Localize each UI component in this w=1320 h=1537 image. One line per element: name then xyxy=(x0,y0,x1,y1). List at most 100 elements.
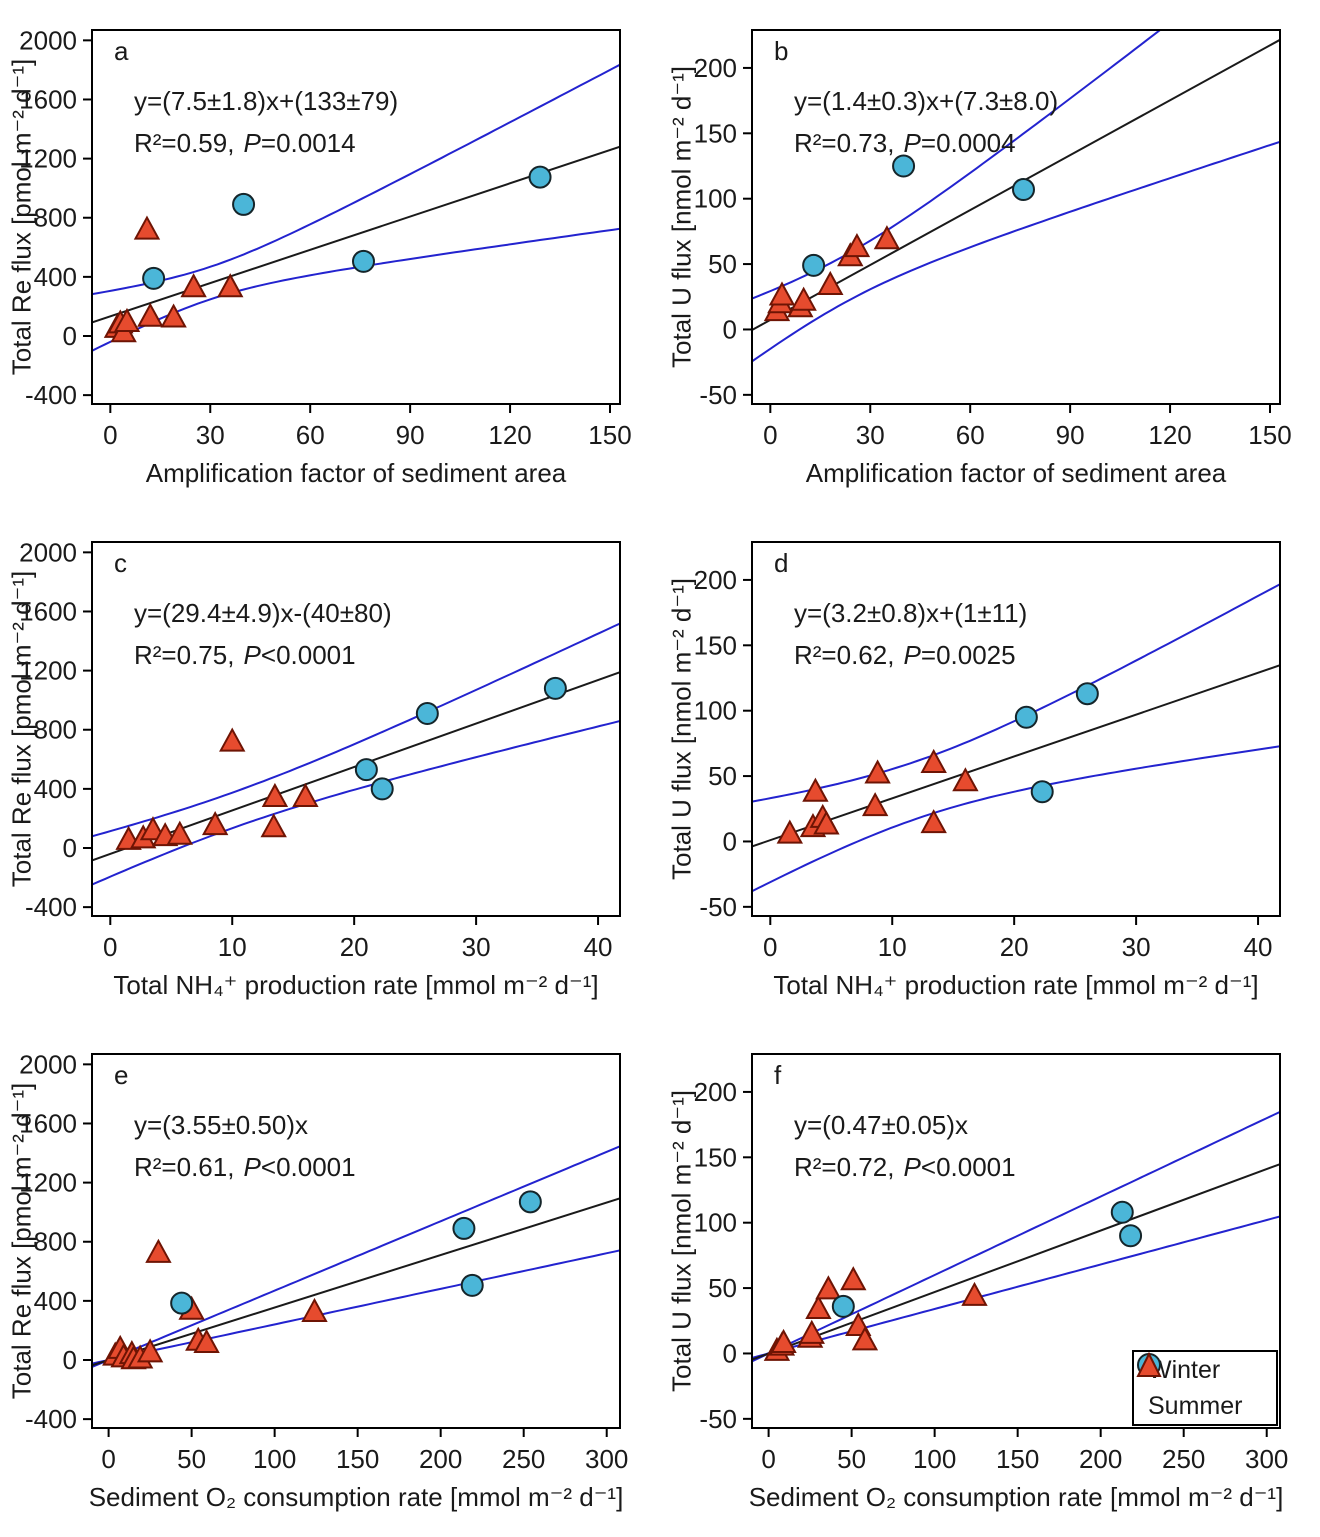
winter-point xyxy=(460,1273,484,1297)
x-tick-label: 0 xyxy=(763,932,777,962)
y-tick-label: 400 xyxy=(34,1286,77,1316)
regression-stats: R²=0.72, P<0.0001 xyxy=(794,1152,1016,1182)
panel-f: 0 50 100 150 200 250 300 -50 0 50 100 150 200 f y=(0… xyxy=(660,1024,1320,1536)
x-tick-label: 300 xyxy=(1245,1444,1288,1474)
y-tick-label: 100 xyxy=(694,696,737,726)
winter-point xyxy=(1075,682,1099,706)
winter-point xyxy=(1119,1224,1143,1248)
x-tick-label: 200 xyxy=(419,1444,462,1474)
winter-point xyxy=(170,1291,194,1315)
y-tick-label: 800 xyxy=(34,1227,77,1257)
plot-border xyxy=(751,29,1281,405)
x-tick-label: 120 xyxy=(1148,420,1191,450)
x-tick-label: 30 xyxy=(462,932,491,962)
confidence-band-lower xyxy=(752,1215,1280,1363)
panel-b: 0 30 60 90 120 150 -50 0 50 100 150 200 b y=(1.4±0.… xyxy=(660,0,1320,512)
y-tick-label: 800 xyxy=(34,203,77,233)
regression-annotation: y=(0.47±0.05)x R²=0.72, P<0.0001 xyxy=(794,1104,1016,1188)
x-tick-label: 10 xyxy=(218,932,247,962)
y-tick-label: 1600 xyxy=(19,84,77,114)
y-tick-label: 0 xyxy=(723,314,737,344)
panel-letter: a xyxy=(114,36,129,66)
x-axis-label: Total NH₄⁺ production rate [mmol m⁻² d⁻¹… xyxy=(773,970,1259,1000)
winter-point xyxy=(1014,705,1038,729)
regression-annotation: y=(3.2±0.8)x+(1±11) R²=0.62, P=0.0025 xyxy=(794,592,1027,676)
summer-point xyxy=(301,1297,328,1322)
x-tick-label: 250 xyxy=(502,1444,545,1474)
summer-point xyxy=(920,809,947,834)
summer-point xyxy=(180,273,207,298)
regression-stats: R²=0.73, P=0.0004 xyxy=(794,128,1016,158)
panel-f-plot: 0 50 100 150 200 250 300 -50 0 50 100 150 200 xyxy=(694,1053,1288,1474)
y-tick-label: -400 xyxy=(25,1404,77,1434)
x-tick-label: 150 xyxy=(1248,420,1291,450)
y-axis-label: Total Re flux [pmol m⁻² d⁻¹] xyxy=(6,1082,37,1400)
summer-point xyxy=(260,813,287,838)
y-tick-label: 50 xyxy=(708,1273,737,1303)
x-tick-label: 90 xyxy=(1056,420,1085,450)
panel-c: 0 10 20 30 40 -400 0 400 800 1200 1600 2000 c y=(29… xyxy=(0,512,660,1024)
y-tick-label: 0 xyxy=(63,321,77,351)
summer-point xyxy=(817,270,844,295)
regression-stats: R²=0.59, P=0.0014 xyxy=(134,128,356,158)
summer-point xyxy=(137,302,164,327)
regression-line xyxy=(92,1197,620,1367)
x-tick-label: 0 xyxy=(103,932,117,962)
summer-point xyxy=(292,782,319,807)
panel-d: 0 10 20 30 40 -50 0 50 100 150 200 d y=(3.2±0.8)x+… xyxy=(660,512,1320,1024)
legend-item-summer: Summer xyxy=(1134,1352,1276,1424)
x-tick-label: 150 xyxy=(588,420,631,450)
summer-point xyxy=(802,777,829,802)
y-tick-label: 150 xyxy=(694,630,737,660)
summer-point xyxy=(201,811,229,836)
regression-equation: y=(3.2±0.8)x+(1±11) xyxy=(794,598,1028,628)
panel-e-plot: 0 50 100 150 200 250 300 -400 0 400 800 1200 1600 200… xyxy=(19,1049,628,1474)
summer-point xyxy=(861,792,889,817)
winter-point xyxy=(452,1216,476,1240)
summer-point xyxy=(193,1328,220,1353)
panel-e: 0 50 100 150 200 250 300 -400 0 400 800 1200 1600 200… xyxy=(0,1024,660,1536)
y-tick-label: 150 xyxy=(694,118,737,148)
confidence-band-upper xyxy=(92,63,620,296)
summer-point xyxy=(770,1328,797,1353)
summer-point xyxy=(961,1281,988,1306)
panel-c-plot: 0 10 20 30 40 -400 0 400 800 1200 1600 2000 xyxy=(19,537,621,962)
plot-border xyxy=(751,1053,1281,1429)
summer-point xyxy=(840,1266,867,1291)
x-tick-label: 300 xyxy=(585,1444,628,1474)
y-tick-label: 100 xyxy=(694,184,737,214)
summer-point xyxy=(873,225,901,250)
winter-point xyxy=(518,1190,542,1214)
x-tick-label: 60 xyxy=(956,420,985,450)
summer-point xyxy=(136,1338,164,1363)
winter-point xyxy=(232,192,256,216)
y-tick-label: -400 xyxy=(25,892,77,922)
winter-point xyxy=(370,777,394,801)
winter-point xyxy=(354,758,378,782)
regression-annotation: y=(29.4±4.9)x-(40±80) R²=0.75, P<0.0001 xyxy=(134,592,392,676)
regression-annotation: y=(1.4±0.3)x+(7.3±8.0) R²=0.73, P=0.0004 xyxy=(794,80,1058,164)
x-tick-label: 150 xyxy=(996,1444,1039,1474)
summer-point xyxy=(768,281,796,306)
winter-point xyxy=(802,253,826,277)
x-axis-label: Sediment O₂ consumption rate [mmol m⁻² d… xyxy=(88,1482,624,1512)
regression-annotation: y=(7.5±1.8)x+(133±79) R²=0.59, P=0.0014 xyxy=(134,80,398,164)
winter-point xyxy=(1110,1200,1134,1224)
x-tick-label: 100 xyxy=(913,1444,956,1474)
summer-marker-icon xyxy=(1136,1352,1162,1377)
y-tick-label: 2000 xyxy=(19,25,77,55)
confidence-band-upper xyxy=(92,622,620,838)
y-axis-label: Total U flux [nmol m⁻² d⁻¹] xyxy=(666,578,697,880)
y-axis-label: Total U flux [nmol m⁻² d⁻¹] xyxy=(666,1090,697,1392)
y-tick-label: 50 xyxy=(708,249,737,279)
regression-line xyxy=(752,664,1280,848)
panel-a: 0 30 60 90 120 150 -400 0 400 800 1200 1600 2000 a y… xyxy=(0,0,660,512)
y-tick-label: 1600 xyxy=(19,1108,77,1138)
legend: Winter Summer xyxy=(1132,1350,1278,1426)
confidence-band-lower xyxy=(92,1249,620,1368)
y-tick-label: 200 xyxy=(694,565,737,595)
summer-point xyxy=(133,215,161,240)
x-tick-label: 100 xyxy=(253,1444,296,1474)
y-tick-label: 0 xyxy=(63,1345,77,1375)
